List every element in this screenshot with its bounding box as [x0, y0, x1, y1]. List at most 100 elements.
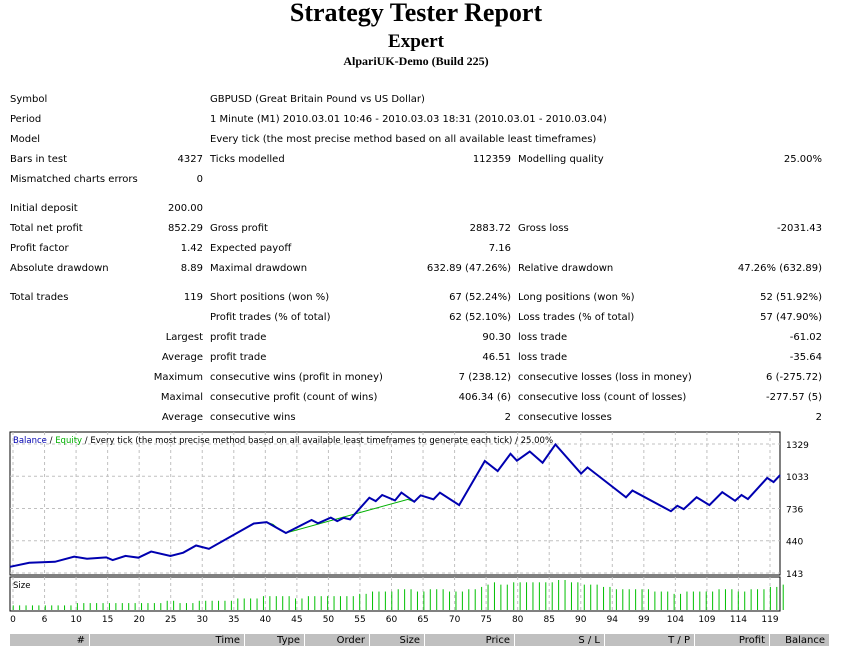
model-label: Model — [10, 134, 41, 145]
y-tick-label: 736 — [786, 506, 803, 516]
legend-equity: Equity — [55, 436, 82, 446]
x-tick-label: 45 — [291, 615, 302, 625]
stat-value: 6 (-275.72) — [766, 372, 822, 383]
y-tick-label: 440 — [786, 538, 803, 548]
legend-balance: Balance — [13, 436, 47, 446]
column-header[interactable]: Price — [425, 634, 515, 646]
stat-label: Relative drawdown — [518, 263, 614, 274]
stat-label: consecutive profit (count of wins) — [210, 392, 378, 403]
y-tick-label: 1033 — [786, 473, 809, 483]
stat-value: 57 (47.90%) — [760, 312, 822, 323]
stat-label: Loss trades (% of total) — [518, 312, 635, 323]
stat-label: Absolute drawdown — [10, 263, 109, 274]
stat-value: 632.89 (47.26%) — [426, 263, 511, 274]
stat-value: 52 (51.92%) — [760, 292, 822, 303]
column-header[interactable]: T / P — [605, 634, 695, 646]
stat-value: Largest — [165, 332, 203, 343]
stat-value: 47.26% (632.89) — [737, 263, 822, 274]
symbol-value: GBPUSD (Great Britain Pound vs US Dollar… — [210, 94, 425, 105]
stat-label: consecutive loss (count of losses) — [518, 392, 687, 403]
stat-label: Profit factor — [10, 243, 69, 254]
report-title: Strategy Tester Report — [289, 0, 543, 27]
stat-label: consecutive losses — [518, 412, 612, 423]
x-tick-label: 20 — [133, 615, 145, 625]
stat-value: 2883.72 — [469, 223, 511, 234]
column-header[interactable]: Size — [370, 634, 425, 646]
stat-value: 25.00% — [783, 154, 822, 165]
stat-value: 7 (238.12) — [458, 372, 511, 383]
stat-label: Gross loss — [518, 223, 569, 234]
balance-line — [9, 442, 781, 568]
stat-label: Total net profit — [10, 223, 83, 234]
x-tick-label: 119 — [761, 615, 778, 625]
stat-value: 406.34 (6) — [458, 392, 511, 403]
report-subtitle: Expert — [388, 31, 444, 52]
x-tick-label: 85 — [543, 615, 554, 625]
y-tick-label: 1329 — [786, 441, 809, 451]
stat-label: Initial deposit — [10, 203, 78, 214]
stat-value: 852.29 — [168, 223, 203, 234]
stat-value: 1.42 — [180, 243, 203, 254]
stat-label: profit trade — [210, 352, 267, 363]
stat-value: Maximal — [160, 392, 203, 403]
x-tick-label: 55 — [354, 615, 365, 625]
column-header[interactable]: Type — [245, 634, 305, 646]
x-tick-label: 25 — [165, 615, 176, 625]
column-header[interactable]: # — [10, 634, 90, 646]
stat-label: Long positions (won %) — [518, 292, 635, 303]
size-label: Size — [13, 581, 30, 591]
stat-label: loss trade — [518, 352, 568, 363]
x-tick-label: 80 — [512, 615, 524, 625]
x-tick-label: 94 — [607, 615, 619, 625]
x-tick-label: 99 — [638, 615, 650, 625]
stat-value: 7.16 — [488, 243, 511, 254]
column-header[interactable]: Profit — [695, 634, 770, 646]
stat-label: Expected payoff — [210, 243, 292, 254]
x-tick-label: 114 — [730, 615, 747, 625]
stat-label: Profit trades (% of total) — [210, 312, 331, 323]
chart-legend: Balance / Equity / Every tick (the most … — [13, 436, 553, 446]
legend-rest: / Every tick (the most precise method ba… — [82, 436, 553, 446]
symbol-label: Symbol — [10, 94, 48, 105]
stat-label: Short positions (won %) — [210, 292, 330, 303]
x-tick-label: 90 — [575, 615, 587, 625]
stat-label: consecutive losses (loss in money) — [518, 372, 692, 383]
x-tick-label: 70 — [449, 615, 461, 625]
stat-value: Average — [161, 352, 203, 363]
stat-label: Total trades — [10, 292, 69, 303]
column-header[interactable]: S / L — [515, 634, 605, 646]
stat-value: -35.64 — [789, 352, 822, 363]
size-plot-frame — [9, 576, 781, 612]
x-tick-label: 6 — [42, 615, 48, 625]
x-tick-label: 0 — [10, 615, 16, 625]
stat-label: Maximal drawdown — [210, 263, 308, 274]
stat-value: 62 (52.10%) — [449, 312, 511, 323]
stat-label: profit trade — [210, 332, 267, 343]
stat-value: 2 — [815, 412, 822, 423]
column-header[interactable]: Balance — [770, 634, 830, 646]
x-tick-label: 50 — [323, 615, 335, 625]
server-name: AlpariUK-Demo (Build 225) — [343, 54, 489, 68]
y-tick-label: 143 — [786, 570, 803, 580]
period-label: Period — [10, 114, 42, 125]
model-value: Every tick (the most precise method base… — [210, 134, 597, 145]
stat-label: loss trade — [518, 332, 568, 343]
stat-value: -61.02 — [789, 332, 822, 343]
stat-value: 90.30 — [482, 332, 511, 343]
x-tick-label: 75 — [480, 615, 491, 625]
stat-value: Average — [161, 412, 203, 423]
stat-value: 4327 — [177, 154, 203, 165]
stat-value: 8.89 — [180, 263, 203, 274]
column-header[interactable]: Order — [305, 634, 370, 646]
stat-value: 200.00 — [168, 203, 203, 214]
stat-value: 2 — [504, 412, 511, 423]
stat-label: Modelling quality — [518, 154, 604, 165]
stat-label: consecutive wins — [210, 412, 296, 423]
column-header[interactable]: Time — [90, 634, 245, 646]
stat-value: Maximum — [153, 372, 203, 383]
x-tick-label: 35 — [228, 615, 239, 625]
stat-value: 0 — [196, 174, 203, 185]
stat-value: 112359 — [472, 154, 511, 165]
